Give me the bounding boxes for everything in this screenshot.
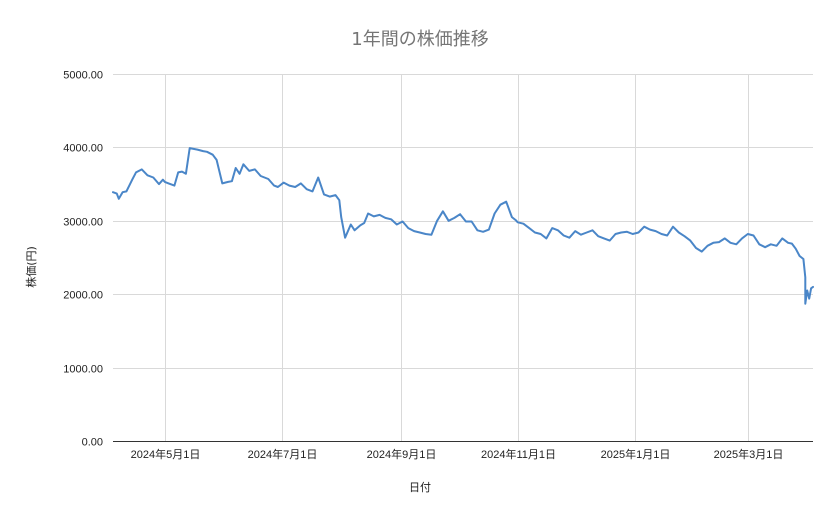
- y-tick-label: 3000.00: [63, 217, 103, 229]
- x-axis-label: 日付: [409, 481, 431, 494]
- y-tick-label: 4000.00: [63, 143, 103, 155]
- y-tick-label: 1000.00: [63, 364, 103, 376]
- axes: 0.00 1000.00 2000.00 3000.00 4000.00 5000.00 2…: [63, 70, 813, 461]
- x-tick-label: 2024年7月1日: [248, 447, 318, 461]
- y-axis-label: 株価(円): [24, 246, 38, 288]
- series-layer: [112, 147, 814, 305]
- x-tick-label: 2025年1月1日: [601, 447, 671, 461]
- y-tick-label: 5000.00: [63, 70, 103, 82]
- x-tick-label: 2024年11月1日: [481, 447, 556, 461]
- series-line: [112, 147, 814, 305]
- x-tick-label: 2025年3月1日: [714, 447, 784, 461]
- y-tick-label: 0.00: [82, 437, 103, 449]
- x-tick-label: 2024年9月1日: [367, 447, 437, 461]
- x-tick-label: 2024年5月1日: [131, 447, 201, 461]
- chart-title: 1年間の株価推移: [351, 29, 488, 50]
- y-tick-label: 2000.00: [63, 290, 103, 302]
- gridlines: [113, 74, 813, 441]
